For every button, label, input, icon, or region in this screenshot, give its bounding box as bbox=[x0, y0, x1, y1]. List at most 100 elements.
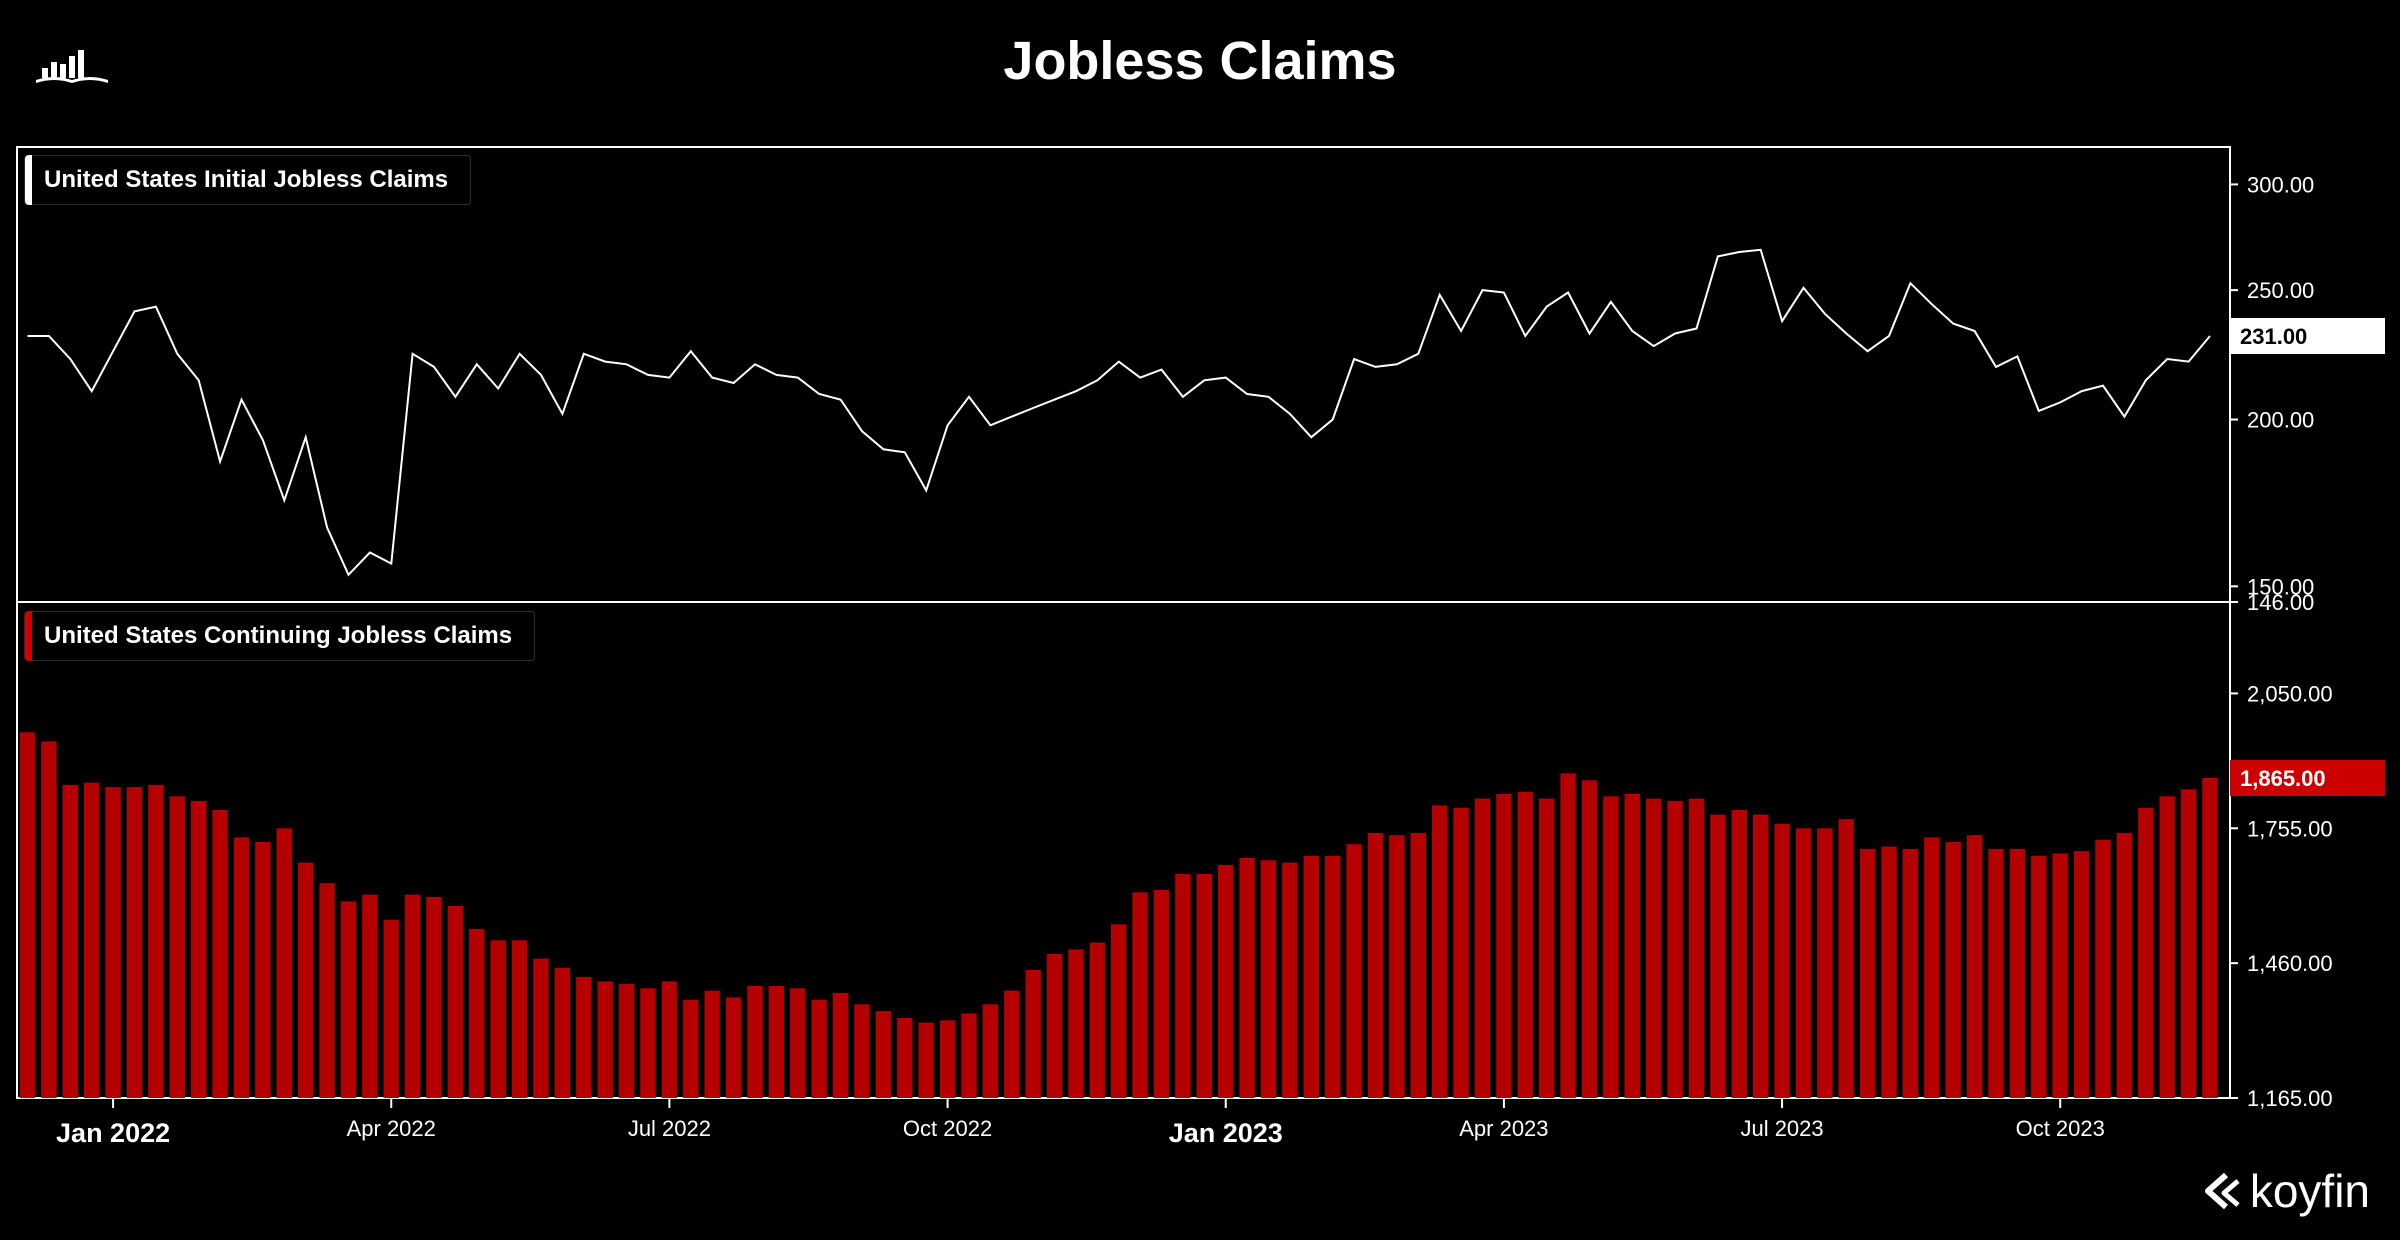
continuing-bar bbox=[1474, 798, 1491, 1098]
y-tick-label: 150.00 bbox=[2247, 574, 2314, 599]
continuing-bar bbox=[426, 896, 442, 1098]
continuing-bar bbox=[918, 1022, 934, 1098]
koyfin-logo-icon bbox=[2204, 1172, 2240, 1210]
legend-label-initial: United States Initial Jobless Claims bbox=[44, 166, 449, 193]
continuing-bar bbox=[2138, 807, 2154, 1098]
legend-initial-claims: United States Initial Jobless Claims bbox=[24, 155, 472, 205]
y-tick-label: 2,050.00 bbox=[2247, 681, 2333, 706]
continuing-bar bbox=[704, 990, 720, 1098]
continuing-bar bbox=[404, 894, 421, 1098]
x-tick-label: Jan 2023 bbox=[1169, 1118, 1283, 1148]
y-tick-label: 1,755.00 bbox=[2247, 816, 2333, 841]
continuing-bar bbox=[1089, 942, 1106, 1098]
continuing-bar bbox=[554, 967, 571, 1098]
continuing-bar bbox=[1367, 832, 1384, 1098]
continuing-bar bbox=[982, 1004, 999, 1098]
continuing-bar bbox=[2031, 855, 2047, 1098]
legend-swatch-initial bbox=[25, 155, 32, 205]
continuing-bar bbox=[1817, 828, 1833, 1098]
continuing-bar bbox=[1282, 862, 1298, 1098]
continuing-bar bbox=[2202, 778, 2218, 1098]
continuing-bar bbox=[1988, 848, 2004, 1098]
continuing-bar bbox=[105, 787, 121, 1098]
continuing-bar bbox=[768, 986, 785, 1098]
x-tick-label: Jan 2022 bbox=[56, 1118, 170, 1148]
x-tick-label: Apr 2023 bbox=[1459, 1116, 1548, 1141]
continuing-bar bbox=[640, 988, 656, 1098]
continuing-bar bbox=[1303, 855, 1319, 1098]
legend-swatch-continuing bbox=[25, 611, 32, 661]
continuing-bar bbox=[2159, 796, 2175, 1098]
continuing-bar bbox=[597, 981, 613, 1098]
x-tick-label: Oct 2022 bbox=[903, 1116, 992, 1141]
continuing-bar bbox=[19, 732, 36, 1098]
x-tick-label: Apr 2022 bbox=[347, 1116, 436, 1141]
continuing-bar bbox=[618, 983, 635, 1098]
continuing-bar bbox=[747, 986, 763, 1098]
legend-label-continuing: United States Continuing Jobless Claims bbox=[44, 622, 513, 649]
initial-claims-line bbox=[27, 248, 2211, 577]
continuing-last-value-label: 1,865.00 bbox=[2240, 766, 2326, 791]
y-tick-label: 1,460.00 bbox=[2247, 951, 2333, 976]
continuing-bar bbox=[1838, 819, 1854, 1098]
continuing-bar bbox=[319, 883, 335, 1098]
continuing-bar bbox=[1496, 794, 1512, 1098]
y-tick-label: 1,165.00 bbox=[2247, 1086, 2333, 1111]
continuing-bar bbox=[1881, 846, 1897, 1098]
continuing-bar bbox=[212, 810, 228, 1098]
continuing-bar bbox=[897, 1018, 913, 1098]
chart-book-logo-icon bbox=[36, 50, 108, 83]
continuing-bar bbox=[1325, 855, 1341, 1098]
koyfin-wordmark: koyfin bbox=[2249, 1165, 2370, 1217]
legend-continuing-claims: United States Continuing Jobless Claims bbox=[24, 611, 536, 661]
continuing-bar bbox=[1774, 823, 1790, 1098]
koyfin-brand: koyfin bbox=[2200, 1164, 2370, 1218]
continuing-bar bbox=[854, 1004, 870, 1098]
continuing-bar bbox=[1945, 842, 1961, 1098]
continuing-bar bbox=[1153, 890, 1170, 1098]
continuing-claims-y-axis: 2,050.00 1,755.00 1,460.00 1,165.00 bbox=[2230, 681, 2333, 1111]
continuing-bar bbox=[1859, 848, 1876, 1098]
x-axis: Jan 2022 Apr 2022 Jul 2022 Oct 2022 Jan 2023… bbox=[56, 1098, 2105, 1148]
continuing-bar bbox=[383, 919, 399, 1098]
continuing-bar bbox=[725, 997, 742, 1098]
continuing-bar bbox=[191, 800, 207, 1098]
continuing-bar bbox=[469, 928, 485, 1098]
continuing-bar bbox=[1239, 858, 1255, 1098]
continuing-bar bbox=[1688, 798, 1705, 1098]
continuing-bar bbox=[1346, 844, 1362, 1098]
continuing-bar bbox=[233, 837, 250, 1098]
continuing-bar bbox=[1966, 835, 1983, 1098]
continuing-bar bbox=[832, 992, 849, 1098]
continuing-bar bbox=[1581, 780, 1598, 1098]
continuing-bar bbox=[1410, 832, 1426, 1098]
continuing-bar bbox=[790, 988, 806, 1098]
initial-last-value-badge bbox=[2230, 317, 2385, 354]
continuing-bar bbox=[148, 784, 164, 1098]
continuing-bar bbox=[1517, 791, 1533, 1098]
continuing-bar bbox=[661, 981, 678, 1098]
continuing-bar bbox=[1667, 800, 1683, 1098]
continuing-bar bbox=[2009, 848, 2026, 1098]
continuing-last-value-badge bbox=[2230, 760, 2385, 796]
continuing-bar bbox=[1710, 814, 1726, 1098]
continuing-bar bbox=[1046, 954, 1063, 1098]
continuing-bar bbox=[1389, 835, 1405, 1098]
continuing-bar bbox=[1902, 848, 1919, 1098]
continuing-bar bbox=[1924, 837, 1940, 1098]
continuing-bar bbox=[126, 787, 143, 1098]
continuing-bar bbox=[362, 894, 378, 1098]
continuing-bar bbox=[1432, 805, 1448, 1098]
continuing-bar bbox=[1539, 798, 1555, 1098]
continuing-bar bbox=[1025, 970, 1041, 1098]
y-tick-label: 300.00 bbox=[2247, 172, 2314, 197]
continuing-bar bbox=[1795, 828, 1812, 1098]
continuing-bar bbox=[1175, 874, 1191, 1098]
continuing-bar bbox=[1132, 892, 1148, 1098]
continuing-bar bbox=[1646, 798, 1662, 1098]
continuing-bar bbox=[1068, 949, 1084, 1098]
x-tick-label: Jul 2023 bbox=[1740, 1116, 1823, 1141]
continuing-bar bbox=[2073, 851, 2090, 1098]
continuing-bar bbox=[2116, 832, 2133, 1098]
